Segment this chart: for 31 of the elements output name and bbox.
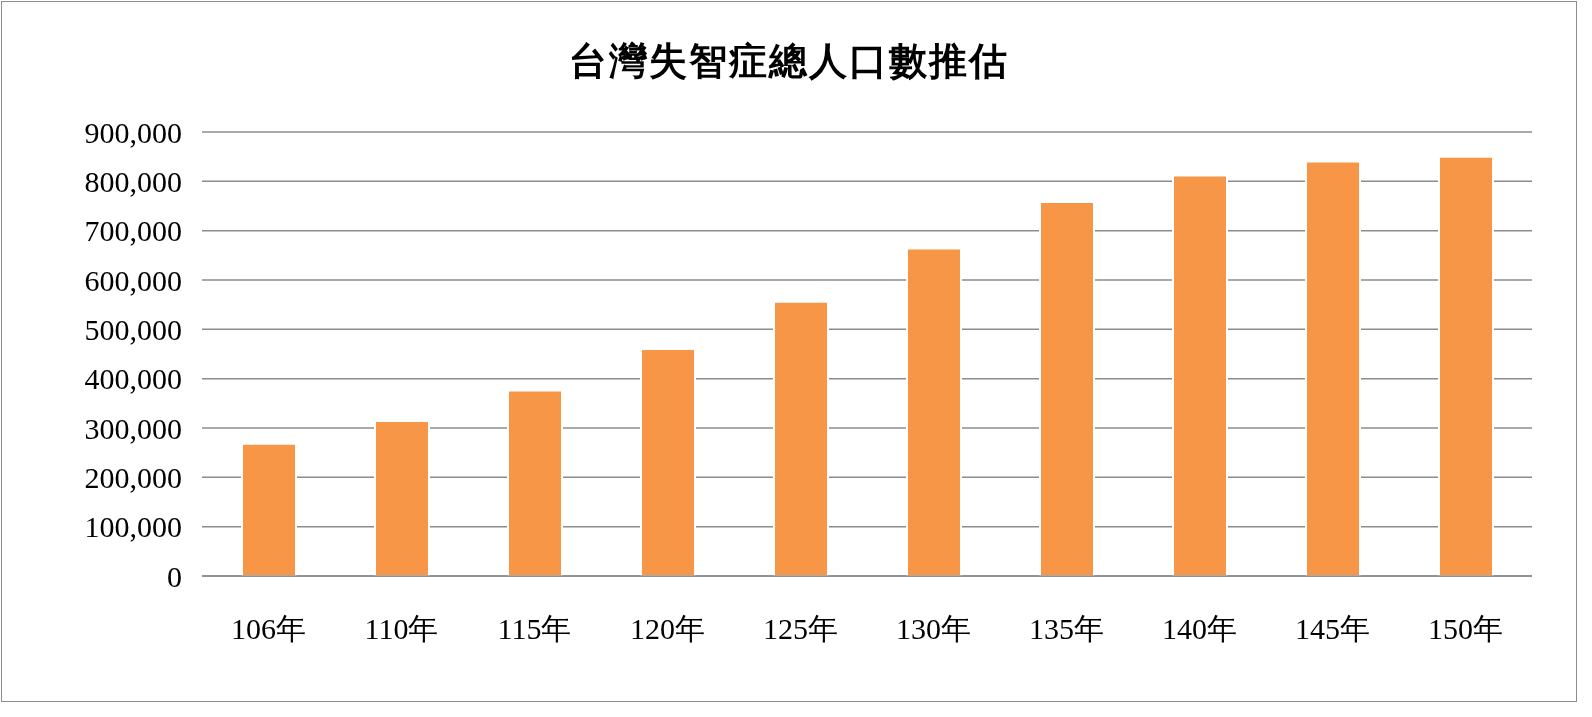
y-tick-label: 900,000	[84, 115, 182, 149]
y-tick-label: 400,000	[84, 362, 182, 396]
x-tick-label: 120年	[630, 612, 705, 646]
x-tick-label: 115年	[497, 612, 572, 646]
y-tick-label: 200,000	[84, 460, 182, 494]
x-tick-label: 110年	[364, 612, 439, 646]
y-tick-label: 600,000	[84, 263, 182, 297]
bar	[1172, 174, 1228, 576]
bar	[507, 389, 563, 576]
x-tick-label: 145年	[1295, 612, 1370, 646]
bar	[1039, 201, 1095, 576]
x-tick-label: 140年	[1162, 612, 1237, 646]
bar	[1438, 155, 1494, 576]
bar	[241, 442, 297, 576]
bar	[773, 300, 829, 576]
y-tick-label: 800,000	[84, 164, 182, 198]
bar	[374, 420, 430, 576]
chart-title: 台灣失智症總人口數推估	[568, 39, 1010, 84]
bar	[1305, 160, 1361, 576]
x-tick-label: 150年	[1428, 612, 1503, 646]
x-tick-label: 125年	[763, 612, 838, 646]
x-tick-label: 130年	[896, 612, 971, 646]
bar	[906, 247, 962, 576]
y-tick-label: 700,000	[84, 214, 182, 248]
y-tick-label: 500,000	[84, 312, 182, 346]
y-tick-label: 300,000	[84, 411, 182, 445]
bar	[640, 348, 696, 576]
y-tick-label: 0	[167, 559, 182, 593]
x-tick-label: 135年	[1029, 612, 1104, 646]
y-tick-label: 100,000	[84, 510, 182, 544]
x-tick-label: 106年	[231, 612, 306, 646]
